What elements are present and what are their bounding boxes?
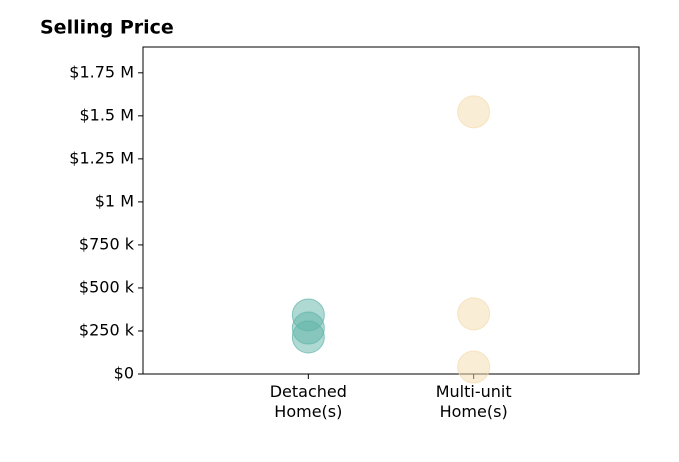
y-tick-label: $750 k	[79, 234, 135, 253]
plot-frame	[142, 46, 640, 375]
y-tick-label: $0	[114, 364, 134, 383]
y-tick-label: $500 k	[79, 277, 135, 296]
x-tick-label: Detached Home(s)	[269, 382, 347, 421]
y-tick-label: $250 k	[79, 320, 135, 339]
x-tick-label: Multi-unit Home(s)	[435, 382, 512, 421]
point	[291, 320, 325, 354]
y-tick-label: $1.75 M	[69, 62, 134, 81]
point	[457, 350, 491, 384]
y-tick-label: $1 M	[95, 191, 134, 210]
chart-title: Selling Price	[40, 17, 174, 39]
y-tick-label: $1.5 M	[79, 105, 134, 124]
point	[457, 95, 491, 129]
y-tick-label: $1.25 M	[69, 148, 134, 167]
point	[457, 297, 491, 331]
